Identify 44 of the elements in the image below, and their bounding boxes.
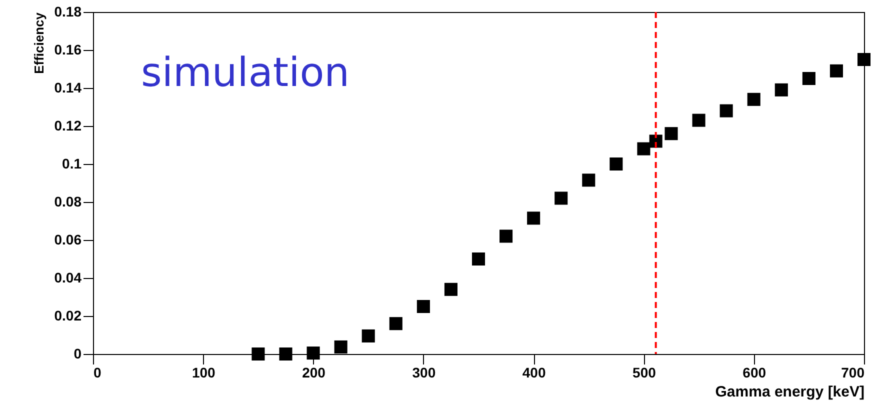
- x-tick-label: 100: [192, 364, 216, 380]
- point: [334, 340, 348, 354]
- point: [720, 104, 733, 118]
- x-tick-label: 700: [841, 364, 865, 380]
- x-axis-title: Gamma energy [keV]: [715, 384, 864, 400]
- point: [389, 317, 402, 330]
- x-tick-label: 200: [302, 364, 326, 380]
- x-tick-label: 300: [412, 364, 436, 380]
- point: [857, 52, 871, 66]
- point: [747, 92, 760, 106]
- point: [582, 174, 596, 187]
- point: [610, 157, 623, 171]
- point: [527, 212, 540, 225]
- point: [306, 346, 320, 360]
- point: [500, 230, 513, 243]
- x-tick-label: 0: [94, 364, 102, 380]
- y-tick-label: 0.16: [54, 42, 82, 58]
- point: [664, 127, 678, 140]
- annotation: simulation: [141, 50, 350, 96]
- point: [279, 347, 292, 361]
- point: [802, 72, 816, 86]
- x-tick-label: 600: [742, 364, 766, 380]
- y-tick-label: 0.04: [54, 270, 82, 286]
- y-axis-title: Efficiency: [31, 12, 46, 74]
- point: [774, 83, 788, 96]
- point: [444, 282, 458, 296]
- y-tick-label: 0.12: [54, 118, 82, 134]
- point: [554, 192, 568, 205]
- point: [692, 114, 706, 127]
- point: [362, 329, 375, 342]
- point: [637, 142, 650, 156]
- y-tick-label: 0: [74, 346, 82, 362]
- x-tick-label: 400: [522, 364, 546, 380]
- point: [472, 252, 486, 266]
- y-tick-label: 0.14: [54, 80, 82, 96]
- y-tick-label: 0.18: [54, 4, 82, 20]
- point: [252, 347, 265, 361]
- x-tick-label: 500: [632, 364, 656, 380]
- y-tick-label: 0.06: [54, 232, 82, 248]
- point: [416, 300, 430, 314]
- y-tick-label: 0.02: [54, 308, 82, 324]
- point: [830, 64, 843, 78]
- y-tick-label: 0.1: [62, 156, 82, 172]
- y-tick-label: 0.08: [54, 194, 82, 210]
